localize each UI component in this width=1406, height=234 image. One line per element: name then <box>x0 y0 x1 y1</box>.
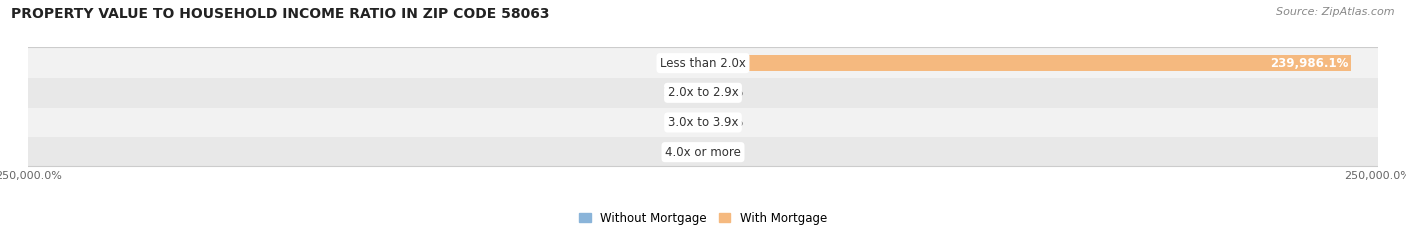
Text: 18.6%: 18.6% <box>706 116 744 129</box>
Bar <box>28 108 1378 137</box>
Bar <box>28 137 1378 167</box>
Text: 2.0x to 2.9x: 2.0x to 2.9x <box>668 86 738 99</box>
Text: Less than 2.0x: Less than 2.0x <box>659 57 747 70</box>
Text: 3.0x to 3.9x: 3.0x to 3.9x <box>668 116 738 129</box>
Legend: Without Mortgage, With Mortgage: Without Mortgage, With Mortgage <box>574 207 832 230</box>
Text: Source: ZipAtlas.com: Source: ZipAtlas.com <box>1277 7 1395 17</box>
Text: 4.0x or more: 4.0x or more <box>665 146 741 159</box>
Text: 13.3%: 13.3% <box>662 146 700 159</box>
Bar <box>28 78 1378 108</box>
Text: 39.5%: 39.5% <box>706 146 744 159</box>
Text: 72.2%: 72.2% <box>662 57 700 70</box>
Text: 10.0%: 10.0% <box>662 86 700 99</box>
Text: 20.9%: 20.9% <box>706 86 744 99</box>
Text: 0.0%: 0.0% <box>671 116 700 129</box>
Bar <box>703 55 1351 71</box>
Text: 239,986.1%: 239,986.1% <box>1270 57 1348 70</box>
Bar <box>28 48 1378 78</box>
Text: PROPERTY VALUE TO HOUSEHOLD INCOME RATIO IN ZIP CODE 58063: PROPERTY VALUE TO HOUSEHOLD INCOME RATIO… <box>11 7 550 21</box>
